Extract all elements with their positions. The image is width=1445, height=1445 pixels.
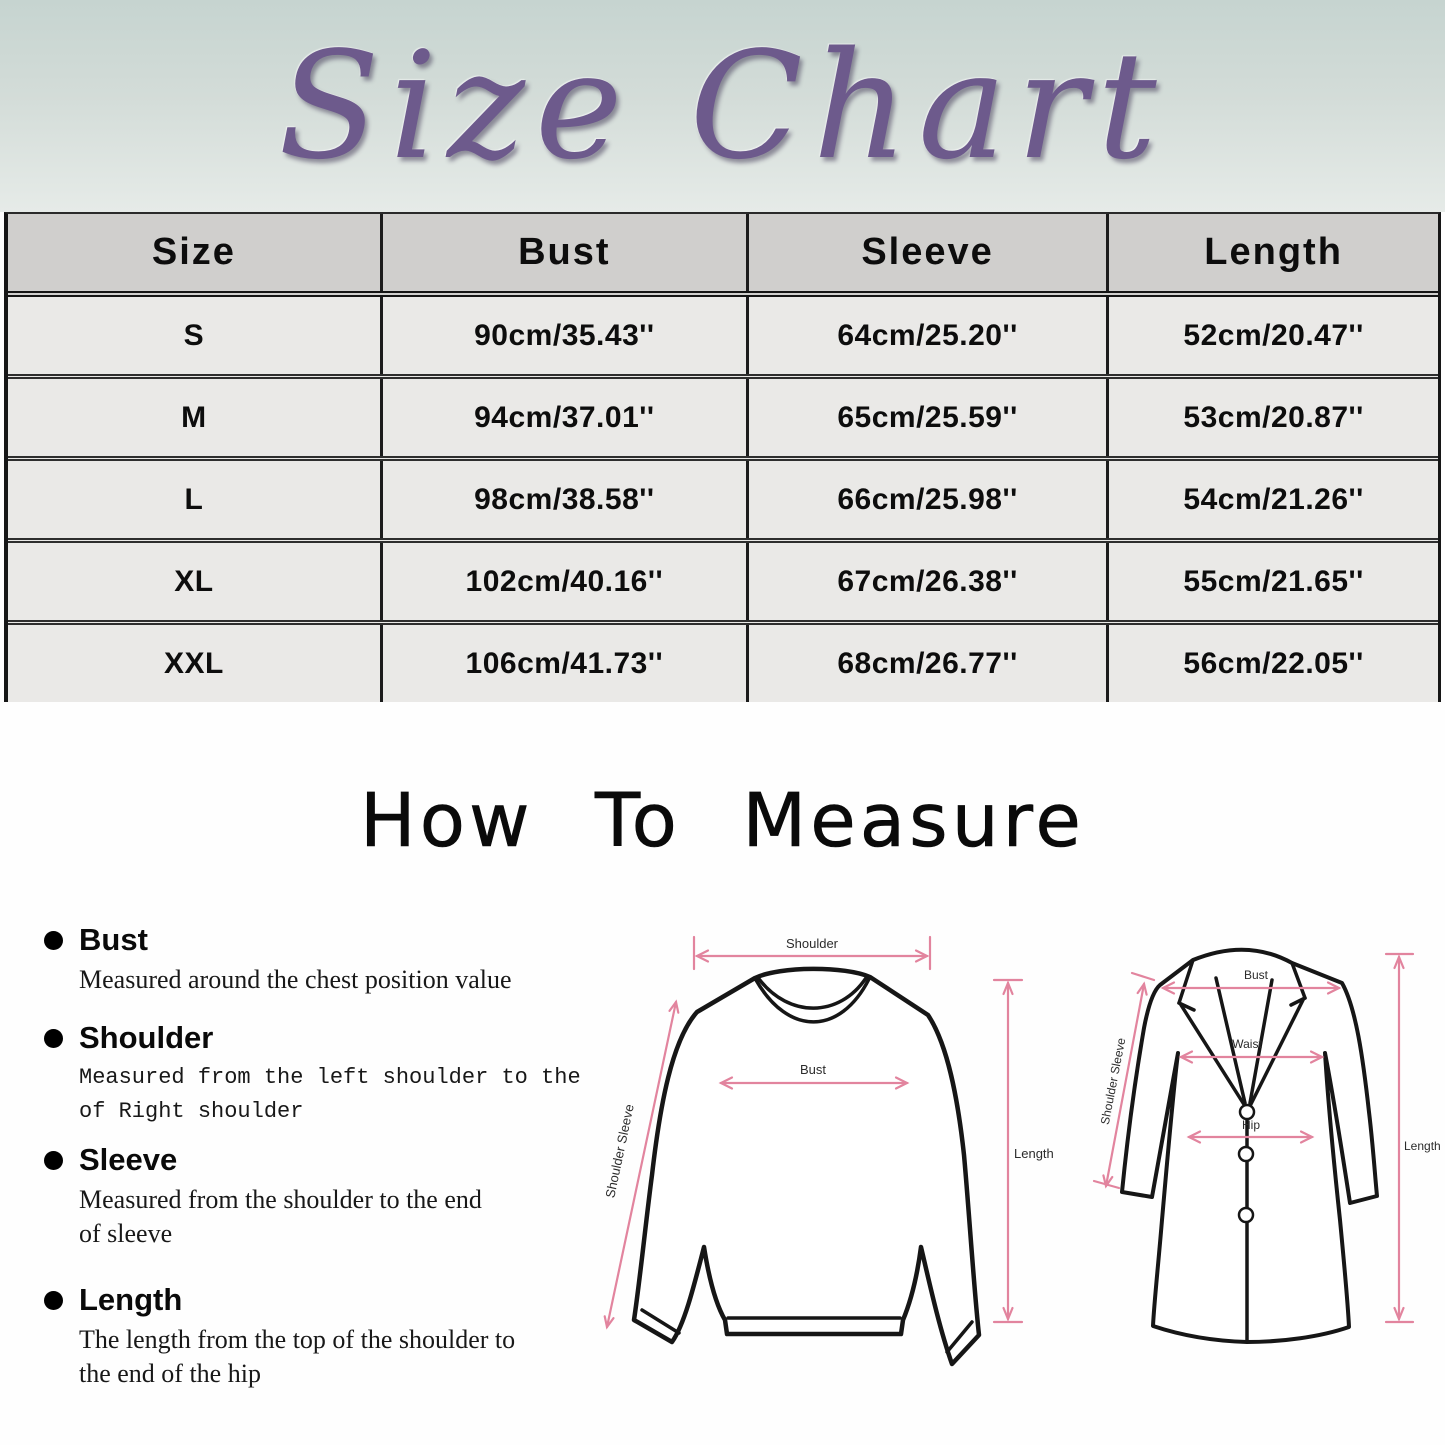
size-cell: L bbox=[184, 482, 204, 516]
size-cell: M bbox=[181, 400, 207, 434]
sweater-bust-label: Bust bbox=[800, 1062, 826, 1077]
length-cell: 52cm/20.47'' bbox=[1106, 297, 1438, 374]
coat-arrows bbox=[1092, 952, 1415, 1324]
table-row: XXL 106cm/41.73'' 68cm/26.77'' 56cm/22.0… bbox=[8, 620, 1438, 702]
table-row: S 90cm/35.43'' 64cm/25.20'' 52cm/20.47'' bbox=[8, 297, 1438, 374]
coat-waist-label: Waist bbox=[1232, 1037, 1262, 1051]
sleeve-cell: 66cm/25.98'' bbox=[745, 461, 1106, 538]
measure-label: Length bbox=[79, 1282, 183, 1317]
table-row: M 94cm/37.01'' 65cm/25.59'' 53cm/20.87'' bbox=[8, 374, 1438, 456]
sweater-shoulder-sleeve-label: Shoulder Sleeve bbox=[602, 1103, 637, 1199]
page-title: Size Chart bbox=[278, 20, 1167, 192]
how-to-measure-title: How To Measure bbox=[360, 778, 1085, 865]
coat-hip-label: Hip bbox=[1242, 1118, 1260, 1132]
bullet-icon bbox=[44, 931, 63, 950]
measure-description: Measured from the shoulder to the end of… bbox=[79, 1185, 482, 1249]
length-cell: 56cm/22.05'' bbox=[1106, 625, 1438, 702]
measure-item-length: Length The length from the top of the sh… bbox=[44, 1282, 584, 1392]
coat-details bbox=[1177, 958, 1307, 1344]
coat-diagram: Bust Waist Hip Shoulder Sleeve Length bbox=[1092, 947, 1441, 1344]
header-bust: Bust bbox=[379, 214, 746, 291]
sleeve-cell: 68cm/26.77'' bbox=[745, 625, 1106, 702]
coat-shoulder-sleeve-label: Shoulder Sleeve bbox=[1098, 1036, 1129, 1125]
table-row: XL 102cm/40.16'' 67cm/26.38'' 55cm/21.65… bbox=[8, 538, 1438, 620]
coat-bust-label: Bust bbox=[1244, 968, 1269, 982]
length-cell: 55cm/21.65'' bbox=[1106, 543, 1438, 620]
sweater-diagram: Shoulder Bust Shoulder Sleeve Length bbox=[602, 935, 1054, 1367]
size-cell: XL bbox=[174, 564, 214, 598]
length-cell: 54cm/21.26'' bbox=[1106, 461, 1438, 538]
size-cell: XXL bbox=[163, 646, 224, 680]
header-size: Size bbox=[151, 231, 236, 273]
bust-cell: 102cm/40.16'' bbox=[379, 543, 746, 620]
bust-cell: 98cm/38.58'' bbox=[379, 461, 746, 538]
measure-description: Measured from the left shoulder to the o… bbox=[79, 1065, 581, 1125]
header-length: Length bbox=[1106, 214, 1438, 291]
measure-label: Shoulder bbox=[79, 1020, 214, 1055]
sweater-details bbox=[640, 976, 974, 1354]
table-row: L 98cm/38.58'' 66cm/25.98'' 54cm/21.26'' bbox=[8, 456, 1438, 538]
size-cell: S bbox=[183, 318, 205, 352]
measure-item-sleeve: Sleeve Measured from the shoulder to the… bbox=[44, 1142, 584, 1252]
coat-buttons bbox=[1237, 1103, 1256, 1224]
size-table: Size Bust Sleeve Length S 90cm/35.43'' 6… bbox=[4, 212, 1441, 702]
length-cell: 53cm/20.87'' bbox=[1106, 379, 1438, 456]
bust-cell: 90cm/35.43'' bbox=[379, 297, 746, 374]
sleeve-cell: 64cm/25.20'' bbox=[745, 297, 1106, 374]
measure-label: Sleeve bbox=[79, 1142, 178, 1177]
measure-item-bust: Bust Measured around the chest position … bbox=[44, 922, 584, 997]
sweater-arrows bbox=[603, 935, 1024, 1330]
bullet-icon bbox=[44, 1291, 63, 1310]
banner: Size Chart bbox=[0, 0, 1445, 212]
bullet-icon bbox=[44, 1151, 63, 1170]
sweater-outline bbox=[631, 966, 982, 1367]
sweater-shoulder-label: Shoulder bbox=[786, 936, 839, 951]
bust-cell: 106cm/41.73'' bbox=[379, 625, 746, 702]
coat-outline bbox=[1120, 947, 1379, 1344]
sweater-length-label: Length bbox=[1014, 1146, 1054, 1161]
measure-description: Measured around the chest position value bbox=[79, 965, 512, 994]
sleeve-cell: 67cm/26.38'' bbox=[745, 543, 1106, 620]
measure-item-shoulder: Shoulder Measured from the left shoulder… bbox=[44, 1020, 584, 1129]
measure-description: The length from the top of the shoulder … bbox=[79, 1325, 516, 1389]
measure-label: Bust bbox=[79, 922, 148, 957]
table-header-row: Size Bust Sleeve Length bbox=[8, 214, 1438, 297]
sleeve-cell: 65cm/25.59'' bbox=[745, 379, 1106, 456]
coat-length-label: Length bbox=[1404, 1139, 1441, 1153]
bullet-icon bbox=[44, 1029, 63, 1048]
header-sleeve: Sleeve bbox=[745, 214, 1106, 291]
bust-cell: 94cm/37.01'' bbox=[379, 379, 746, 456]
